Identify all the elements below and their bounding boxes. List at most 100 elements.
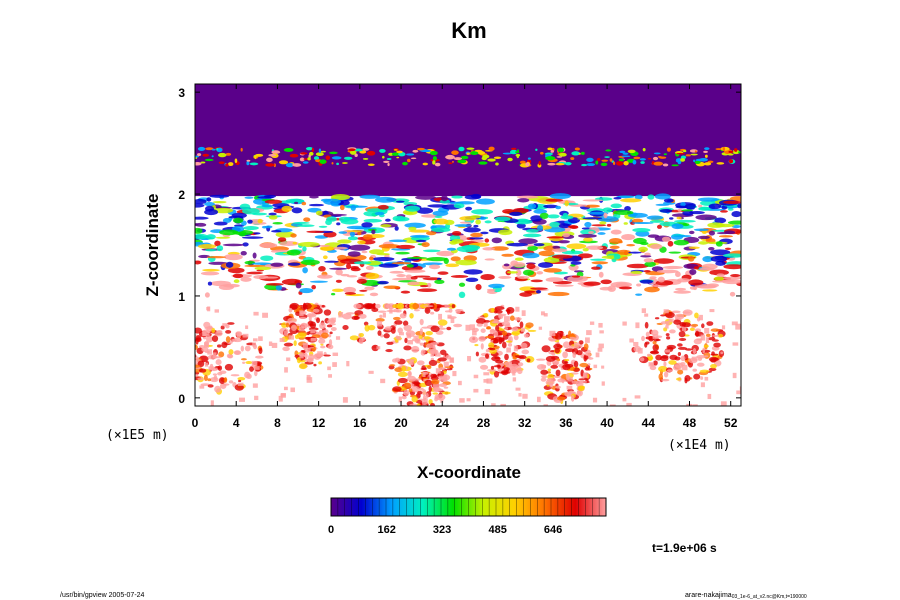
footer-right: arare-nakajima03_1e-6_at_v2.nc@Km,t=1900… [685,592,807,600]
turbulent-cell [456,245,479,253]
turbulent-cell [480,273,495,281]
plume-cell [509,360,513,367]
band-cell [693,159,696,163]
plume-speck [450,317,455,324]
plot-frame [194,83,742,407]
turbulent-cell [599,221,607,225]
plume-cell [374,303,381,309]
band-cell [578,152,581,155]
turbulent-cell [296,224,315,228]
band-cell [580,151,585,155]
turbulent-cell [257,196,274,199]
plume-speck [549,382,553,388]
plume-cell [288,307,293,313]
band-cell [632,159,637,165]
turbulent-cell [210,280,231,287]
turbulent-cell [195,260,202,265]
plume-speck [332,362,337,367]
band-cell [595,160,599,165]
turbulent-cell [388,239,408,243]
plume-speck [483,372,490,376]
plume-speck [368,370,374,374]
plume-speck [398,332,404,336]
plume-cell [639,357,645,362]
plume-cell [578,340,584,345]
turbulent-cell [372,256,395,262]
band-cell [527,157,531,160]
plume-cell [430,325,440,333]
plume-cell [468,336,479,344]
turbulent-cell [337,239,352,244]
band-cell [406,158,411,163]
turbulent-cell [336,222,341,226]
colorbar-stripes [330,498,607,516]
plume-cell [495,324,500,332]
turbulent-cell [577,234,597,238]
plume-speck [585,337,590,343]
plume-cell [535,358,546,361]
turbulent-cell [346,230,364,233]
turbulent-cell [195,203,205,208]
turbulent-cell [261,204,273,208]
plume-cell [302,304,308,308]
plume-cell [676,377,682,381]
band-cell [627,149,636,154]
plume-cell [365,304,375,308]
plume-speck [430,350,434,357]
band-cell [647,157,652,160]
turbulent-cell [244,196,254,199]
band-cell [550,149,554,153]
plume-cell [306,357,314,363]
plume-speck [342,397,348,403]
plume-cell [377,330,382,336]
turbulent-cell [470,232,483,238]
turbulent-cell [613,210,634,216]
turbulent-cell [324,260,339,263]
plume-speck [443,361,449,367]
turbulent-cell [720,210,728,213]
turbulent-cell [264,225,273,229]
plume-speck [473,374,479,379]
plume-cell [377,310,387,313]
band-cell [234,158,238,163]
plume-speck [467,355,472,362]
plume-cell [562,341,570,349]
plume-speck [732,342,739,346]
plume-cell [403,389,410,396]
band-cell [547,162,556,166]
plume-speck [214,309,219,313]
turbulent-cell [709,269,729,276]
plume-cell [411,396,418,403]
plume-cell [185,335,190,340]
turbulent-cell [319,246,335,251]
turbulent-cell [571,275,581,278]
plume-speck [393,309,400,313]
turbulent-cell [547,214,560,219]
band-cell [379,148,386,153]
turbulent-cell [450,256,461,262]
plume-speck [692,404,698,406]
plume-cell [583,343,589,350]
band-cell [460,155,469,160]
turbulent-cell [582,217,603,220]
band-cell [458,146,465,152]
band-cell [266,157,273,163]
plume-speck [592,397,598,403]
turbulent-cell [713,276,725,281]
band-cell [619,150,626,154]
plume-speck [212,352,217,359]
plume-cell [431,379,440,385]
plume-cell [504,353,509,361]
plume-cell [212,373,218,376]
turbulent-cell [724,247,732,250]
turbulent-cell [454,224,472,227]
turbulent-cell [345,205,368,208]
plume-speck [704,328,710,334]
turbulent-cell [480,231,489,235]
plume-cell [320,345,326,349]
plume-cell [655,338,661,342]
turbulent-cell [667,240,674,247]
plume-speck [317,351,323,356]
band-cell [240,147,243,152]
band-cell [621,155,631,158]
